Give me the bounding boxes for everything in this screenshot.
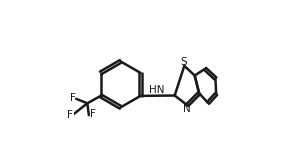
Text: F: F [90,109,96,119]
Text: F: F [70,93,75,103]
Text: N: N [183,104,190,114]
Text: S: S [180,57,187,67]
Text: F: F [67,110,73,120]
Text: HN: HN [149,85,165,95]
